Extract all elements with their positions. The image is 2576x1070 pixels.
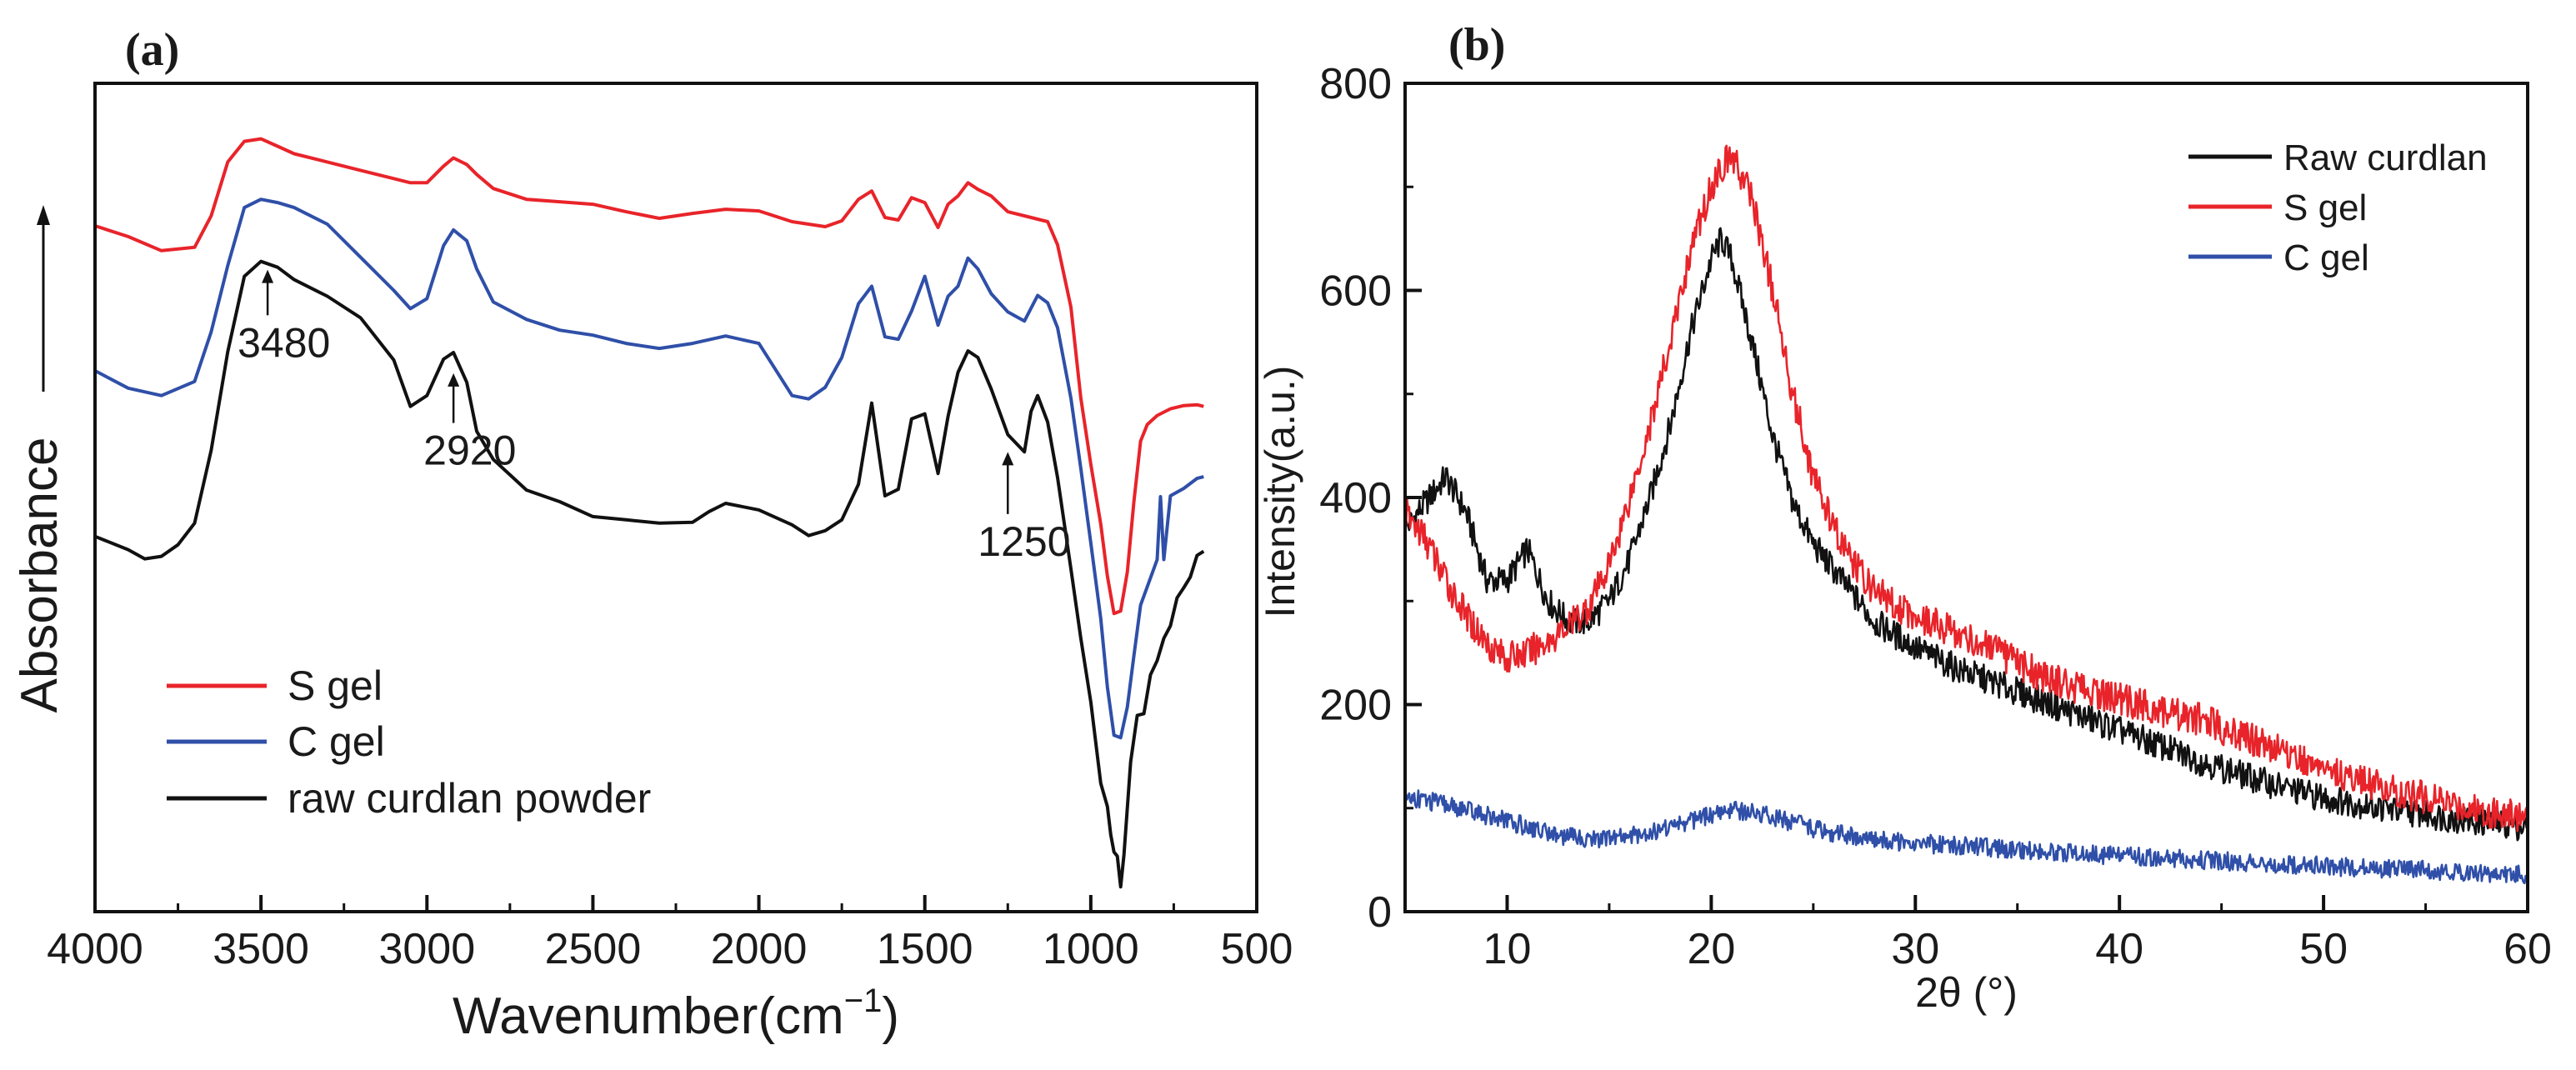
y-axis-label: Intensity(a.u.) — [1257, 366, 1303, 618]
annotation-arrow-head — [1002, 452, 1014, 466]
series-line-raw-curdlan — [1403, 227, 2529, 842]
x-tick-label: 500 — [1221, 925, 1293, 973]
y-axis-label: Absorbance — [11, 438, 68, 713]
legend-label: C gel — [288, 718, 385, 765]
annotation-label: 2920 — [423, 428, 516, 474]
legend-label: raw curdlan powder — [288, 775, 651, 822]
annotation-arrow-head — [448, 372, 460, 387]
series-line-raw-curdlan-powder — [94, 259, 1205, 889]
x-tick-label: 2000 — [711, 925, 808, 973]
legend-label: Raw curdlan — [2283, 138, 2488, 178]
x-tick-label: 30 — [1891, 925, 1939, 973]
x-tick-label: 2500 — [545, 925, 642, 973]
y-tick-label: 400 — [1319, 474, 1392, 522]
series-line-c-gel — [94, 198, 1204, 740]
x-tick-label: 1000 — [1043, 925, 1139, 973]
y-tick-label: 200 — [1319, 682, 1392, 730]
x-tick-label: 20 — [1687, 925, 1735, 973]
x-axis-label: Wavenumber(cm−1) — [453, 982, 899, 1045]
x-tick-label: 3000 — [378, 925, 475, 973]
x-tick-label: 60 — [2503, 925, 2552, 973]
panel-label: (b) — [1448, 19, 1505, 71]
x-tick-label: 10 — [1483, 925, 1532, 973]
y-tick-label: 800 — [1319, 60, 1392, 108]
x-tick-label: 4000 — [47, 925, 143, 973]
panel-label: (a) — [125, 24, 179, 76]
x-axis-label-superscript: −1 — [844, 982, 883, 1019]
annotation-label: 1250 — [978, 518, 1070, 565]
x-tick-label: 50 — [2299, 925, 2348, 973]
y-tick-label: 600 — [1319, 268, 1392, 316]
annotation-label: 3480 — [238, 319, 330, 366]
series-line-s-gel — [1404, 144, 2529, 832]
series-line-c-gel — [1403, 789, 2529, 884]
legend-label: S gel — [288, 662, 383, 709]
x-tick-label: 3500 — [213, 925, 309, 973]
y-arrow-head — [37, 205, 50, 225]
x-tick-label: 40 — [2095, 925, 2143, 973]
x-tick-label: 1500 — [877, 925, 973, 973]
y-tick-label: 0 — [1368, 888, 1392, 937]
legend-label: S gel — [2283, 188, 2367, 228]
annotation-arrow-head — [262, 269, 274, 283]
x-axis-label-end: ) — [882, 988, 899, 1045]
x-axis-label-main: Wavenumber(cm — [453, 988, 844, 1045]
legend-label: C gel — [2283, 238, 2369, 278]
panel-a: 4000 3500 3000 2500 2000 1500 1000 500 Wavenumbe… — [11, 24, 1293, 1045]
series-line-s-gel — [94, 137, 1204, 616]
x-axis-label: 2θ (°) — [1915, 969, 2018, 1016]
